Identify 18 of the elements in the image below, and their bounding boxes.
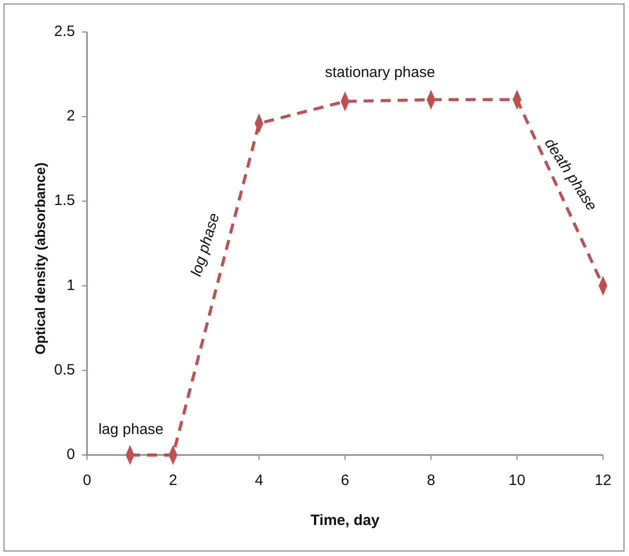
x-tick-label: 2 — [168, 472, 178, 489]
annotation: stationary phase — [324, 64, 436, 81]
y-tick-label: 2 — [66, 108, 75, 125]
x-tick-label: 12 — [594, 472, 612, 489]
x-axis-title: Time, day — [310, 512, 380, 529]
y-axis-title: Optical density (absorbance) — [32, 162, 48, 355]
x-tick-label: 0 — [82, 472, 92, 489]
x-tick-label: 6 — [340, 472, 350, 489]
y-tick-label: 1 — [66, 276, 75, 294]
y-tick-label: 1.5 — [54, 192, 75, 210]
x-tick-label: 4 — [254, 472, 264, 489]
annotation: lag phase — [98, 420, 164, 438]
y-tick-label: 2.5 — [54, 22, 75, 40]
x-tick-label: 10 — [508, 472, 526, 489]
x-tick-label: 8 — [426, 472, 436, 489]
annotation: log phase — [188, 211, 224, 278]
y-tick-label: 0 — [66, 446, 75, 463]
y-tick-label: 0.5 — [54, 361, 75, 378]
